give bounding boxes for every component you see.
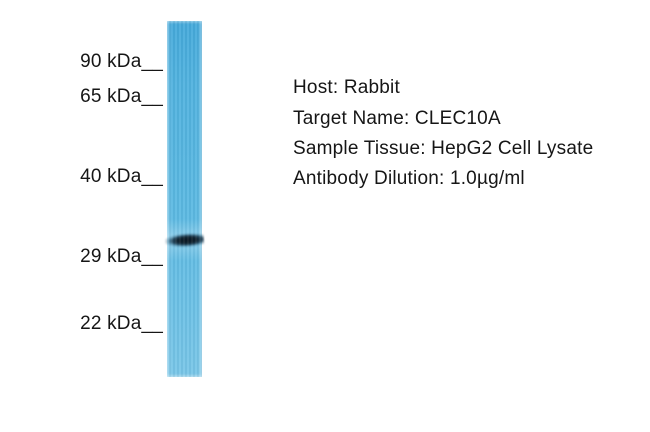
blot-lane	[164, 21, 205, 377]
annotation-target-name: Target Name: CLEC10A	[293, 108, 501, 129]
molecular-weight-markers: 90 kDa__ 65 kDa__ 40 kDa__ 29 kDa__ 22 k…	[0, 0, 163, 432]
annotation-sample-tissue: Sample Tissue: HepG2 Cell Lysate	[293, 138, 594, 159]
annotation-host: Host: Rabbit	[293, 77, 400, 98]
annotation-antibody-dilution: Antibody Dilution: 1.0µg/ml	[293, 168, 525, 189]
marker-40kda: 40 kDa__	[80, 166, 163, 187]
marker-65kda: 65 kDa__	[80, 86, 163, 107]
marker-90kda: 90 kDa__	[80, 51, 163, 72]
marker-22kda: 22 kDa__	[80, 313, 163, 334]
marker-29kda: 29 kDa__	[80, 246, 163, 267]
protein-band	[164, 230, 205, 250]
